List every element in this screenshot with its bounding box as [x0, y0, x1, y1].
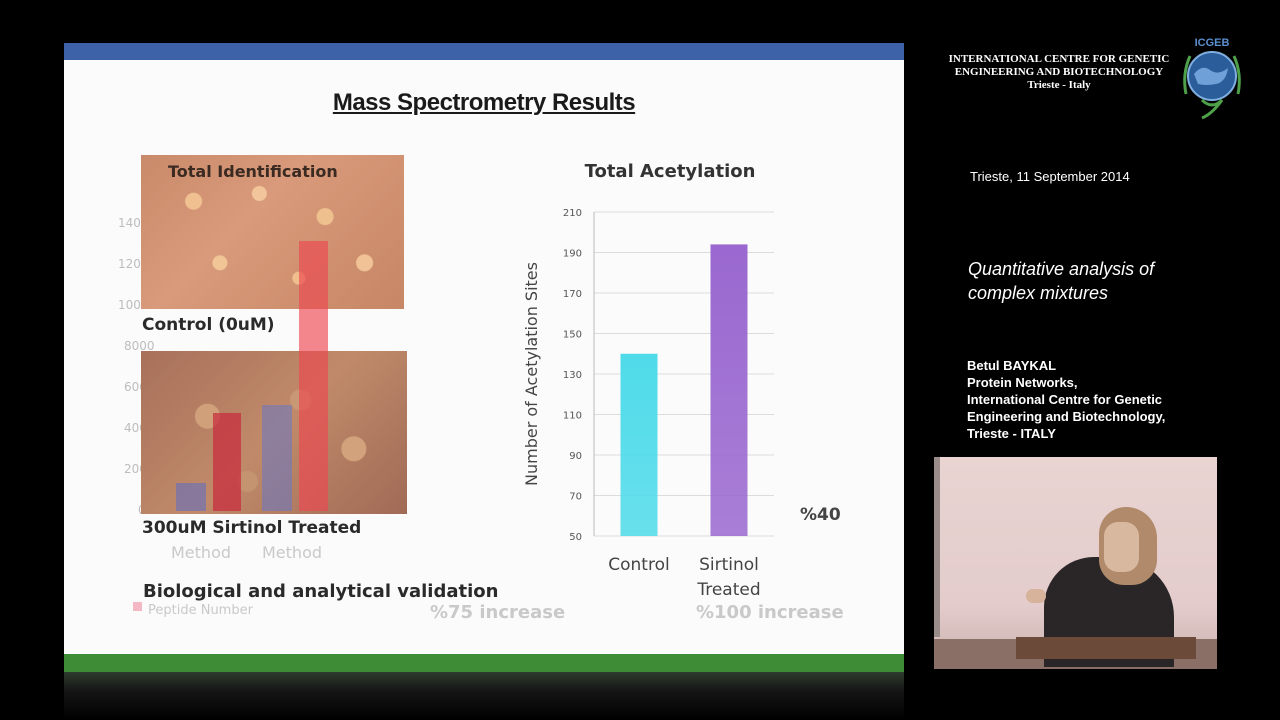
- speaker-hand: [1026, 589, 1046, 603]
- ghost-bar: [262, 405, 292, 511]
- icgeb-logo: ICGEB: [1183, 37, 1241, 120]
- bar-sirtinol-treated: [710, 244, 748, 536]
- y-tick-label: 130: [563, 370, 582, 381]
- video-door-frame: [934, 457, 940, 637]
- ghost-method-label: Method: [171, 543, 232, 562]
- speaker-line: Protein Networks,: [967, 375, 1078, 390]
- slide-reflection: [64, 672, 904, 720]
- speaker-line: Engineering and Biotechnology,: [967, 409, 1166, 424]
- ghost-bar: [176, 483, 206, 511]
- y-tick-label: 50: [569, 532, 582, 543]
- y-tick-label: 150: [563, 330, 582, 341]
- treated-caption: 300uM Sirtinol Treated: [142, 518, 362, 538]
- ghost-increase-label: %75 increase: [430, 602, 566, 623]
- logo-text: ICGEB: [1195, 37, 1230, 49]
- y-axis-title: Number of Acetylation Sites: [522, 262, 541, 486]
- y-tick-label: 210: [563, 208, 582, 219]
- y-tick-label: 170: [563, 289, 582, 300]
- y-tick-label: 190: [563, 249, 582, 260]
- acetylation-chart: 50 70 90 110 130 150 170 190 210 Control Sirtinol T…: [522, 208, 774, 600]
- talk-title-line: complex mixtures: [968, 283, 1109, 303]
- slide: Mass Spectrometry Results 14000 12000 10…: [64, 43, 904, 672]
- org-line: INTERNATIONAL CENTRE FOR GENETIC: [948, 53, 1170, 65]
- speaker-name: Betul BAYKAL: [967, 358, 1057, 373]
- slide-top-bar: [64, 43, 904, 60]
- org-line: ENGINEERING AND BIOTECHNOLOGY: [954, 66, 1164, 78]
- speaker-info: Betul BAYKAL Protein Networks, Internati…: [967, 357, 1207, 442]
- x-category-label: Sirtinol: [699, 555, 759, 575]
- slide-title: Mass Spectrometry Results: [332, 89, 636, 116]
- speaker-face: [1104, 522, 1139, 572]
- ghost-method-label: Method: [262, 543, 323, 562]
- speaker-line: Trieste - ITALY: [967, 426, 1056, 441]
- microscope-image-control: Total Identification: [141, 155, 404, 309]
- slide-bottom-bar: [64, 654, 904, 672]
- x-category-label: Control: [608, 555, 669, 575]
- x-category-label: Treated: [696, 580, 760, 600]
- speaker-line: International Centre for Genetic: [967, 392, 1163, 407]
- talk-title-line: Quantitative analysis of: [968, 259, 1155, 279]
- talk-title: Quantitative analysis of complex mixture…: [968, 257, 1188, 305]
- image-title: Total Identification: [168, 162, 338, 181]
- percent-label: %40: [800, 505, 841, 525]
- ghost-legend-swatch: [133, 602, 142, 611]
- org-line: Trieste - Italy: [1027, 79, 1091, 91]
- bar-control: [620, 353, 658, 536]
- chart-title: Total Acetylation: [584, 161, 756, 182]
- ghost-ytick: 8000: [124, 339, 155, 353]
- ghost-increase-label: %100 increase: [696, 602, 844, 623]
- organization-name: INTERNATIONAL CENTRE FOR GENETIC ENGINEE…: [945, 53, 1173, 92]
- y-tick-label: 70: [569, 492, 582, 503]
- control-caption: Control (0uM): [142, 315, 275, 335]
- speaker-video: [934, 457, 1217, 669]
- y-tick-label: 90: [569, 451, 582, 462]
- y-tick-label: 110: [563, 411, 582, 422]
- lectern: [1016, 637, 1196, 659]
- validation-text: Biological and analytical validation: [143, 581, 499, 602]
- presentation-date: Trieste, 11 September 2014: [970, 169, 1130, 184]
- ghost-bar: [213, 413, 241, 511]
- ghost-legend-item: Peptide Number: [148, 603, 253, 618]
- ghost-bar: [299, 241, 328, 511]
